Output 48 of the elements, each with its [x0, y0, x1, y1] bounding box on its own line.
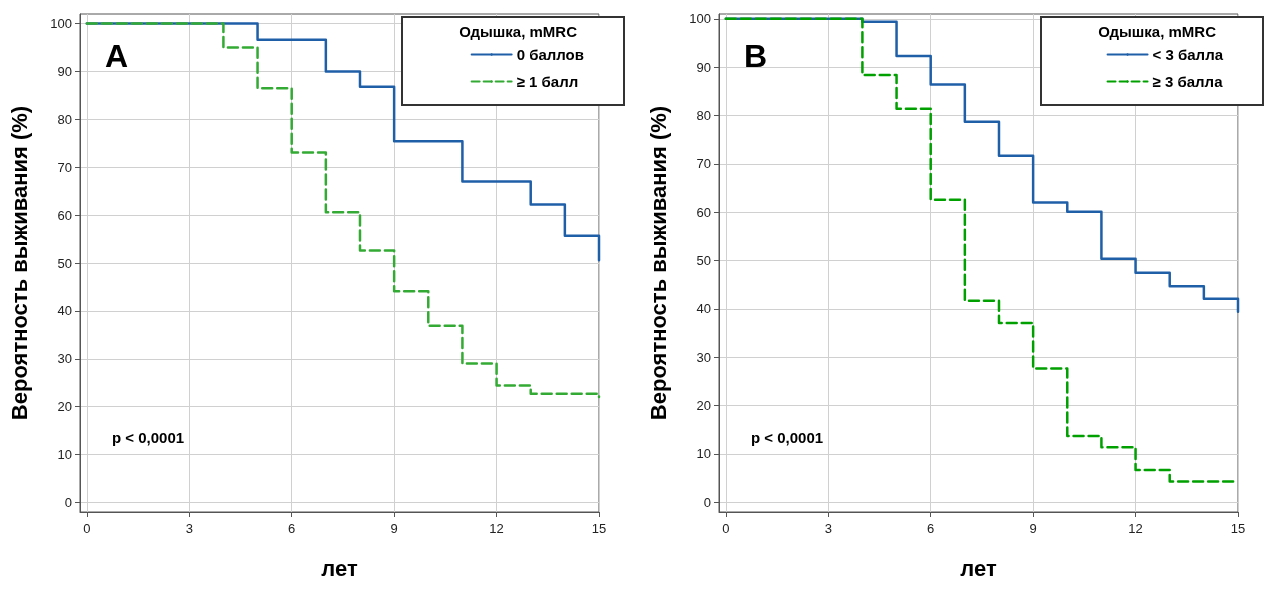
- y-tick-label: 90: [57, 63, 72, 79]
- y-tick-label: 10: [696, 446, 711, 462]
- y-tick-label: 20: [57, 399, 72, 415]
- x-axis-title: лет: [321, 555, 358, 581]
- x-tick-label: 9: [1029, 521, 1037, 536]
- y-tick-label: 100: [50, 16, 72, 32]
- y-tick-label: 70: [696, 156, 711, 172]
- annotation: p < 0,0001: [751, 429, 824, 446]
- legend-title: Одышка, mMRC: [1098, 23, 1217, 40]
- y-axis-title: Вероятность выживания (%): [645, 105, 671, 421]
- y-tick-label: 60: [57, 207, 72, 223]
- y-tick-label: 100: [689, 11, 711, 27]
- legend-label: ≥ 1 балл: [516, 73, 579, 90]
- legend-label: < 3 балла: [1152, 46, 1224, 63]
- x-tick-label: 15: [1230, 521, 1246, 536]
- legend-label: 0 баллов: [516, 46, 585, 63]
- y-tick-label: 20: [696, 398, 711, 414]
- x-tick-label: 12: [1128, 521, 1143, 536]
- y-tick-label: 50: [57, 255, 72, 271]
- y-tick-label: 40: [696, 301, 711, 317]
- x-tick-label: 6: [927, 521, 935, 536]
- x-tick-label: 0: [83, 521, 91, 536]
- y-tick-label: 10: [57, 447, 72, 463]
- annotation: A: [105, 38, 129, 74]
- x-tick-label: 12: [489, 521, 504, 536]
- annotation: B: [744, 38, 768, 74]
- y-axis-title: Вероятность выживания (%): [6, 105, 32, 421]
- x-tick-label: 3: [824, 521, 832, 536]
- x-tick-label: 0: [722, 521, 730, 536]
- legend-title: Одышка, mMRC: [459, 23, 578, 40]
- y-tick-label: 30: [696, 349, 711, 365]
- y-tick-label: 60: [696, 204, 711, 220]
- y-tick-label: 90: [696, 59, 711, 75]
- x-tick-label: 15: [591, 521, 607, 536]
- y-tick-label: 40: [57, 303, 72, 319]
- x-tick-label: 3: [185, 521, 193, 536]
- annotation: p < 0,0001: [112, 429, 185, 446]
- y-tick-label: 0: [703, 494, 711, 510]
- x-tick-label: 9: [390, 521, 398, 536]
- y-tick-label: 80: [696, 108, 711, 124]
- y-tick-label: 50: [696, 253, 711, 269]
- y-tick-label: 0: [64, 494, 72, 510]
- x-tick-label: 6: [288, 521, 296, 536]
- legend-label: ≥ 3 балла: [1152, 73, 1224, 90]
- x-axis-title: лет: [960, 555, 997, 581]
- y-tick-label: 70: [57, 159, 72, 175]
- y-tick-label: 30: [57, 351, 72, 367]
- y-tick-label: 80: [57, 111, 72, 127]
